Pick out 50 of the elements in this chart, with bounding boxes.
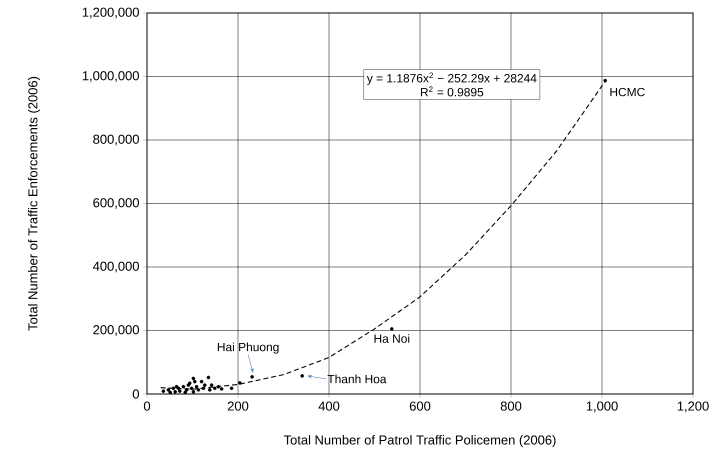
point bbox=[192, 376, 196, 380]
point bbox=[166, 388, 170, 392]
point bbox=[194, 384, 198, 388]
point bbox=[182, 384, 186, 388]
point bbox=[172, 386, 176, 390]
y-tick-label: 1,000,000 bbox=[82, 71, 139, 82]
y-tick-label: 600,000 bbox=[93, 198, 139, 209]
annotation: y = 1.1876x$^{2}$ − 252.29x + 28244 bbox=[366, 72, 537, 85]
point bbox=[210, 383, 214, 387]
y-tick-label: 400,000 bbox=[92, 262, 139, 272]
x-tick-label: 1,200 bbox=[678, 402, 709, 412]
annotation: R$^{2}$ = 0.9895 bbox=[420, 86, 484, 96]
point bbox=[238, 381, 242, 385]
point bbox=[162, 389, 166, 393]
point bbox=[192, 380, 197, 384]
point bbox=[202, 386, 206, 390]
x-tick-label: 400 bbox=[318, 402, 340, 411]
annotation: Hai Phuong bbox=[218, 342, 279, 354]
x-tick-label: 600 bbox=[410, 402, 430, 411]
point bbox=[230, 386, 234, 390]
point bbox=[184, 388, 188, 392]
y-tick-label: 0 bbox=[132, 389, 139, 399]
point bbox=[192, 390, 196, 394]
x-tick-label: 200 bbox=[228, 402, 248, 411]
point bbox=[390, 327, 394, 331]
point bbox=[220, 387, 224, 391]
annotation: Ha Noi bbox=[374, 334, 410, 343]
point bbox=[200, 380, 204, 384]
point bbox=[213, 386, 217, 390]
point bbox=[190, 386, 194, 390]
annotation: Thanh Hoa bbox=[328, 374, 386, 384]
x-axis-title: Total Number of Patrol Traffic Policemen (2006) bbox=[284, 435, 556, 448]
x-tick-label: 0 bbox=[144, 402, 150, 411]
annotation: HCMC bbox=[610, 88, 645, 96]
point bbox=[216, 384, 220, 388]
y-tick-label: 1,200,000 bbox=[82, 8, 139, 18]
point bbox=[173, 390, 178, 394]
x-tick-label: 1,000 bbox=[586, 402, 618, 412]
point bbox=[202, 383, 207, 387]
point bbox=[196, 388, 200, 392]
y-tick-label: 800,000 bbox=[93, 134, 139, 146]
x-tick-label: 800 bbox=[500, 402, 522, 411]
y-axis-title: Total Number of Traffic Enforcements (2006) bbox=[28, 76, 40, 331]
y-tick-label: 200,000 bbox=[93, 325, 139, 336]
point bbox=[208, 388, 212, 392]
point bbox=[206, 376, 210, 380]
point bbox=[250, 375, 254, 379]
point bbox=[603, 78, 607, 82]
point bbox=[178, 389, 182, 393]
point bbox=[300, 374, 304, 378]
